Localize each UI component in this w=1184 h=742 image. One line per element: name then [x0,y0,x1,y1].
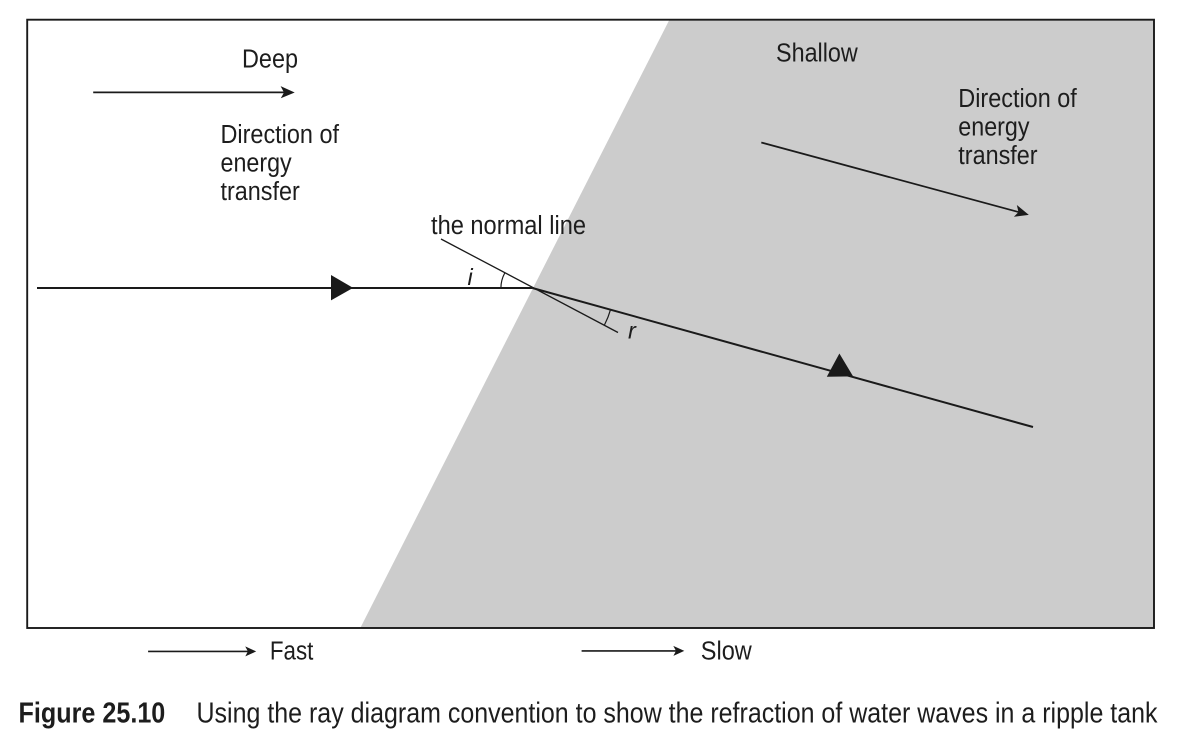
svg-text:Shallow: Shallow [776,39,858,67]
svg-text:r: r [628,317,637,343]
svg-text:Fast: Fast [270,638,314,666]
svg-text:Direction of: Direction of [958,85,1077,113]
svg-text:Figure 25.10: Figure 25.10 [19,698,166,730]
svg-text:Direction of: Direction of [221,121,340,149]
svg-text:transfer: transfer [221,178,301,206]
svg-text:Deep: Deep [242,46,298,74]
svg-text:energy: energy [221,150,292,178]
svg-text:the normal line: the normal line [431,212,586,240]
svg-text:Using the ray diagram conventi: Using the ray diagram convention to show… [197,698,1158,730]
svg-text:Slow: Slow [701,638,753,666]
svg-text:i: i [468,264,474,290]
svg-text:transfer: transfer [958,142,1038,170]
svg-text:energy: energy [958,114,1029,142]
